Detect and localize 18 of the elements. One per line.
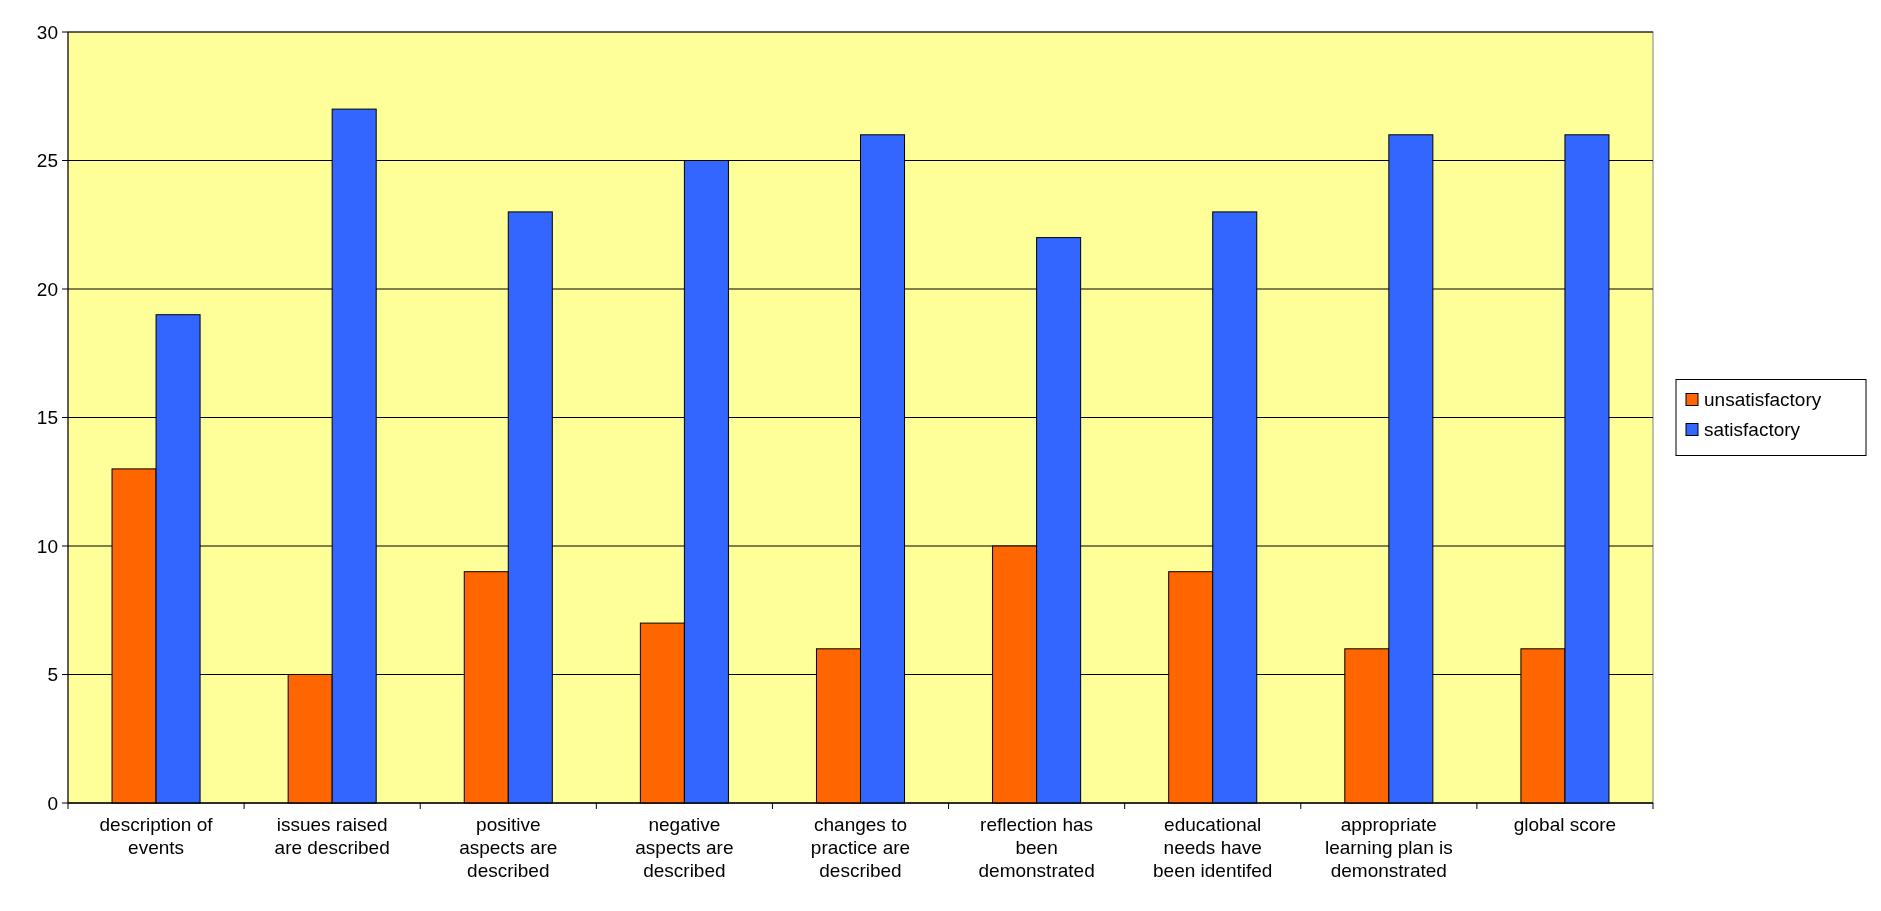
- x-tick-label: reflection has been demonstrated: [978, 814, 1095, 881]
- x-tick-label: negative aspects are described: [635, 814, 734, 881]
- x-tick-label: educational needs have been identifed: [1153, 814, 1273, 881]
- legend-label: unsatisfactory: [1704, 389, 1822, 411]
- y-tick-label: 30: [36, 21, 58, 43]
- x-tick-label: issues raised are described: [274, 814, 390, 858]
- legend-label: satisfactory: [1704, 419, 1801, 441]
- y-tick-label: 15: [36, 407, 58, 429]
- y-tick-label: 25: [36, 150, 58, 172]
- y-tick-label: 10: [36, 535, 58, 557]
- y-tick-label: 0: [47, 792, 58, 814]
- x-tick-label: global score: [1513, 814, 1617, 835]
- y-tick-label: 20: [36, 278, 58, 300]
- x-tick-label: appropriate learning plan is demonstrated: [1324, 814, 1453, 881]
- y-tick-label: 5: [47, 664, 58, 686]
- x-tick-label: description of events: [99, 814, 214, 858]
- x-tick-label: positive aspects are described: [459, 814, 558, 881]
- x-tick-label: changes to practice are described: [810, 814, 911, 881]
